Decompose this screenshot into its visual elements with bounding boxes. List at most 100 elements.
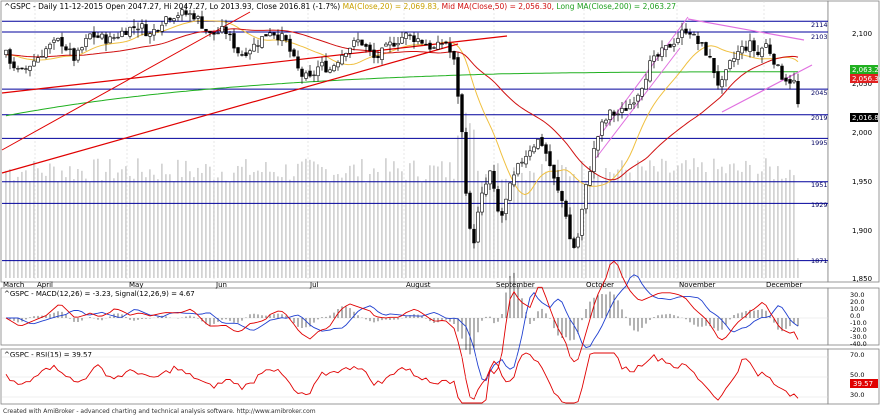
candle-up <box>352 40 356 47</box>
candle-down <box>472 228 476 244</box>
volume-bar <box>361 159 363 278</box>
candle-up <box>332 65 336 72</box>
candle-down <box>412 35 416 42</box>
volume-bar <box>289 179 291 278</box>
volume-bar <box>725 173 727 278</box>
candle-up <box>740 46 744 54</box>
volume-bar <box>385 158 387 278</box>
candle-down <box>144 24 148 37</box>
candle-down <box>212 32 216 35</box>
support-resistance-lines <box>2 20 828 262</box>
volume-bar <box>21 171 23 278</box>
volume-bar <box>77 168 79 278</box>
macd-main-line <box>5 260 799 400</box>
candle-up <box>268 32 272 37</box>
volume-bar <box>93 159 95 278</box>
macd-tick-m20: -20.0 <box>850 326 867 334</box>
volume-bar <box>257 170 259 278</box>
ytick-1850: 1,850 <box>852 275 872 283</box>
volume-bar <box>649 160 651 278</box>
candle-up <box>256 45 260 47</box>
candle-up <box>56 37 60 41</box>
volume-bar <box>433 165 435 278</box>
volume-bar <box>241 166 243 278</box>
volume-bar <box>161 163 163 278</box>
candle-up <box>280 33 284 42</box>
candle-up <box>320 61 324 67</box>
volume-bar <box>81 170 83 278</box>
candle-up <box>580 208 584 236</box>
volume-bar <box>277 176 279 278</box>
volume-bar <box>729 164 731 278</box>
volume-bar <box>553 174 555 278</box>
rsi-tag-bg <box>850 379 878 388</box>
candle-down <box>424 43 428 46</box>
macd-tick-10: 10.0 <box>850 305 864 313</box>
tag-ma200-bg <box>850 65 878 74</box>
candle-down <box>92 31 96 38</box>
candle-up <box>148 33 152 37</box>
volume-bar <box>453 178 455 278</box>
candle-down <box>8 49 12 64</box>
candle-up <box>736 51 740 60</box>
volume-bar <box>357 176 359 278</box>
volume-bar <box>613 173 615 278</box>
candle-up <box>112 37 116 39</box>
candle-up <box>416 38 420 42</box>
volume-bar <box>505 178 507 278</box>
volume-bar <box>25 170 27 278</box>
volume-bar <box>221 171 223 278</box>
candle-up <box>312 74 316 77</box>
volume-bar <box>685 160 687 278</box>
volume-bar <box>597 175 599 278</box>
candle-up <box>172 18 176 22</box>
volume-bar <box>421 182 423 278</box>
candle-up <box>48 43 52 50</box>
volume-bar <box>789 169 791 278</box>
volume-bar <box>61 170 63 278</box>
volume-bar <box>529 171 531 278</box>
candle-up <box>748 40 752 52</box>
macd-tick-0: 0.0 <box>850 312 860 320</box>
candle-down <box>716 71 720 86</box>
candle-down <box>552 164 556 179</box>
candle-down <box>228 33 232 36</box>
volume-bar <box>545 171 547 278</box>
candle-down <box>768 44 772 54</box>
ma50-line <box>5 28 799 181</box>
candle-up <box>128 26 132 37</box>
candle-down <box>308 70 312 77</box>
candle-up <box>692 33 696 36</box>
candle-up <box>512 174 516 186</box>
candlesticks <box>4 4 800 249</box>
volume-bar <box>605 167 607 278</box>
macd-lines <box>2 260 828 400</box>
candle-up <box>532 146 536 153</box>
candle-down <box>540 137 544 146</box>
candle-up <box>84 38 88 47</box>
volume-bar <box>781 178 783 278</box>
volume-bar <box>617 169 619 278</box>
candle-down <box>460 94 464 133</box>
candle-down <box>372 49 376 58</box>
volume-bar <box>189 171 191 278</box>
volume-bar <box>133 178 135 278</box>
candle-up <box>140 23 144 29</box>
candle-down <box>684 28 688 34</box>
macd-axis-ticks: 30.0 20.0 10.0 0.0 -10.0 -20.0 -30.0 -40… <box>850 291 867 348</box>
candle-down <box>756 51 760 55</box>
candle-up <box>252 43 256 52</box>
volume-bar <box>517 180 519 278</box>
candle-up <box>28 65 32 71</box>
volume-bar <box>9 168 11 278</box>
candle-down <box>788 79 792 84</box>
wedge-lower-line <box>721 64 813 113</box>
volume-bar <box>673 170 675 278</box>
candle-down <box>300 68 304 77</box>
volume-bar <box>657 171 659 278</box>
volume-bar <box>589 181 591 278</box>
candle-down <box>568 214 572 240</box>
month-december: December <box>766 281 802 289</box>
candle-up <box>608 109 612 120</box>
level-label-1951: 1951 <box>811 181 828 189</box>
